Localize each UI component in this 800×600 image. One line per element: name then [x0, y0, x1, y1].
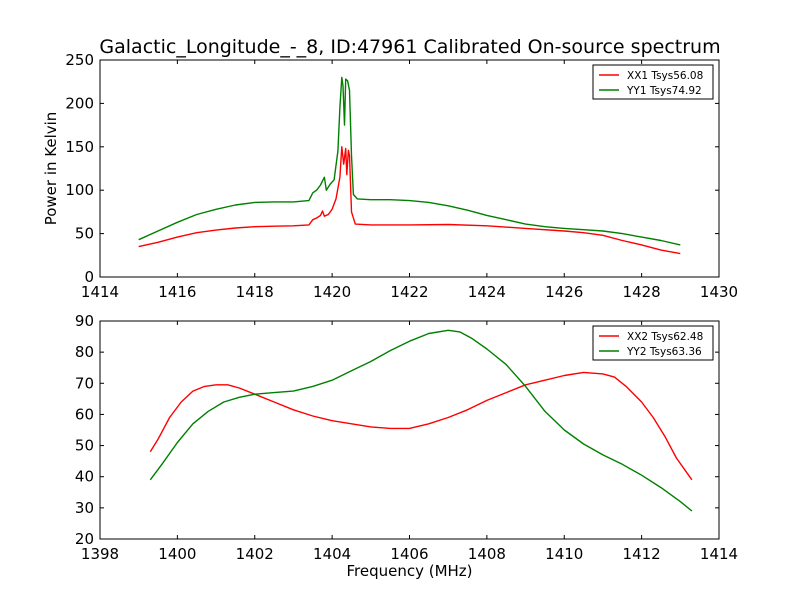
top-x-tick-label: 1420	[313, 283, 351, 301]
bottom-legend-label: XX2 Tsys62.48	[627, 331, 703, 343]
bottom-y-tick-label: 60	[75, 405, 94, 423]
bottom-x-tick-label: 1414	[700, 545, 738, 563]
bottom-y-tick-label: 50	[75, 437, 94, 455]
top-legend-label: XX1 Tsys56.08	[627, 70, 703, 82]
bottom-x-tick-label: 1398	[81, 545, 119, 563]
bottom-legend-label: YY2 Tsys63.36	[626, 346, 702, 358]
bottom-x-tick-label: 1410	[545, 545, 583, 563]
top-y-axis-label: Power in Kelvin	[42, 112, 60, 226]
top-x-tick-label: 1416	[158, 283, 196, 301]
bottom-y-tick-label: 30	[75, 499, 94, 517]
bottom-series-line-1	[149, 371, 693, 481]
bottom-series-line-2	[149, 329, 693, 512]
top-y-tick-label: 0	[84, 268, 94, 286]
bottom-x-tick-label: 1402	[236, 545, 274, 563]
bottom-y-tick-label: 90	[75, 312, 94, 330]
top-legend-label: YY1 Tsys74.92	[626, 85, 702, 97]
top-legend-box	[592, 64, 714, 100]
top-x-tick-label: 1418	[236, 283, 274, 301]
bottom-x-tick-label: 1408	[468, 545, 506, 563]
top-series-line-2	[138, 76, 681, 246]
bottom-y-tick-label: 70	[75, 374, 94, 392]
top-x-tick-label: 1430	[700, 283, 738, 301]
bottom-legend: XX2 Tsys62.48 YY2 Tsys63.36	[592, 325, 714, 361]
top-y-tick-label: 200	[65, 94, 94, 112]
bottom-y-tick-label: 20	[75, 530, 94, 548]
top-series-line-1	[138, 146, 681, 255]
top-legend: XX1 Tsys56.08 YY1 Tsys74.92	[592, 64, 714, 100]
bottom-x-tick-label: 1400	[158, 545, 196, 563]
top-x-tick-label: 1424	[468, 283, 506, 301]
top-y-tick-label: 50	[75, 225, 94, 243]
top-x-tick-label: 1428	[623, 283, 661, 301]
bottom-x-tick-label: 1404	[313, 545, 351, 563]
bottom-y-tick-label: 80	[75, 343, 94, 361]
bottom-legend-box	[592, 325, 714, 361]
top-x-tick-label: 1414	[81, 283, 119, 301]
top-x-tick-label: 1422	[390, 283, 428, 301]
bottom-x-tick-label: 1412	[623, 545, 661, 563]
top-panel: 1414 1416 1418 1420 1422 1424 1426 1428 1430 0 50 1…	[42, 51, 738, 301]
top-y-tick-label: 150	[65, 138, 94, 156]
top-x-tick-label: 1426	[545, 283, 583, 301]
bottom-panel: 1398 1400 1402 1404 1406 1408 1410 1412 1414 20 30…	[75, 312, 738, 580]
bottom-x-axis-label: Frequency (MHz)	[346, 562, 472, 580]
figure-title: Galactic_Longitude_-_8, ID:47961 Calibra…	[99, 36, 720, 58]
bottom-y-tick-label: 40	[75, 468, 94, 486]
top-y-tick-label: 100	[65, 181, 94, 199]
bottom-x-tick-label: 1406	[390, 545, 428, 563]
top-y-tick-label: 250	[65, 51, 94, 69]
